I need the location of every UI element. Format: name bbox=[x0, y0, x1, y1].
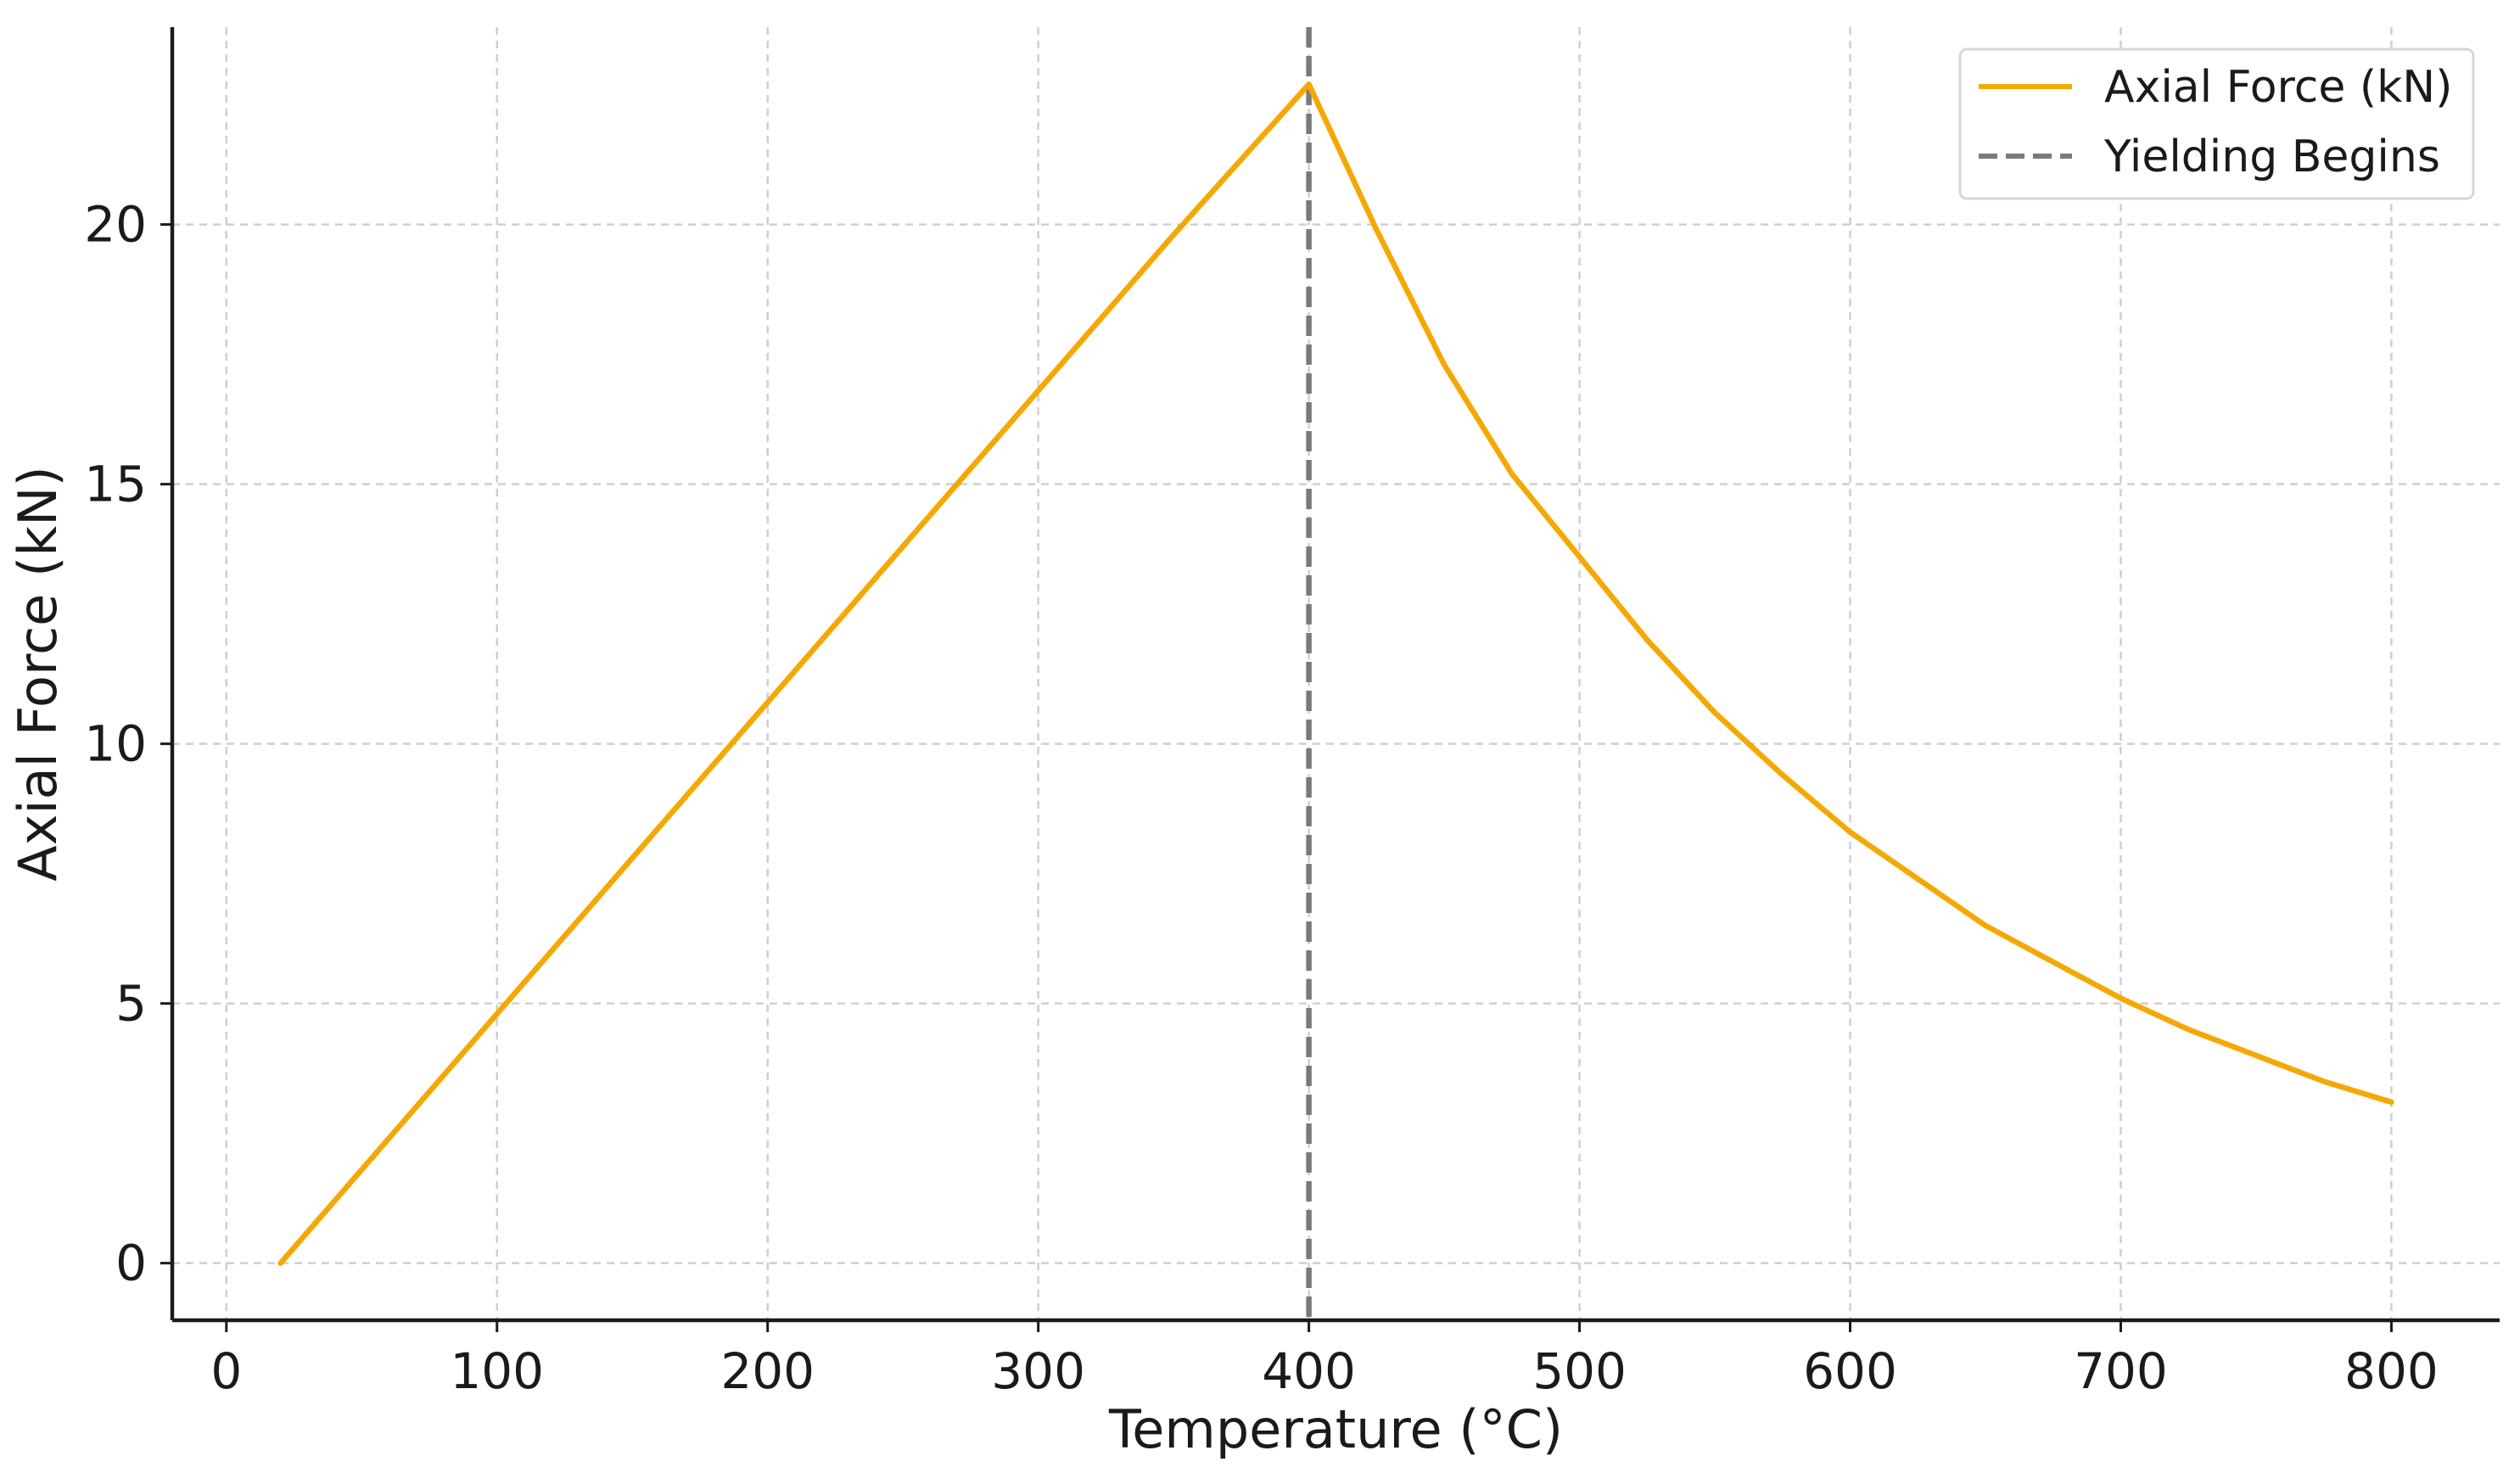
x-tick-label: 100 bbox=[450, 1342, 544, 1400]
y-tick-label: 20 bbox=[84, 196, 147, 254]
y-tick-label: 0 bbox=[115, 1235, 147, 1292]
y-axis-title: Axial Force (kN) bbox=[7, 466, 69, 881]
grid bbox=[172, 27, 2500, 1320]
y-tick-label: 15 bbox=[84, 456, 147, 513]
y-tick-label: 5 bbox=[115, 975, 147, 1033]
y-tick-label: 10 bbox=[84, 715, 147, 773]
axial-force-line bbox=[277, 81, 2394, 1266]
legend-label-yielding-begins: Yielding Begins bbox=[2103, 132, 2440, 182]
x-tick-label: 700 bbox=[2074, 1342, 2168, 1400]
x-tick-label: 400 bbox=[1262, 1342, 1356, 1400]
x-axis-title: Temperature (°C) bbox=[1108, 1398, 1563, 1460]
axes bbox=[170, 27, 2500, 1323]
x-tick-label: 500 bbox=[1532, 1342, 1627, 1400]
x-tick-label: 600 bbox=[1803, 1342, 1897, 1400]
x-ticks: 0 100 200 300 400 500 600 700 800 bbox=[210, 1320, 2439, 1400]
x-tick-label: 200 bbox=[720, 1342, 815, 1400]
x-tick-label: 300 bbox=[991, 1342, 1085, 1400]
legend-box bbox=[1958, 48, 2475, 200]
legend: Axial Force (kN) Yielding Begins bbox=[1958, 48, 2475, 200]
series-layer bbox=[277, 81, 2394, 1266]
x-tick-label: 800 bbox=[2344, 1342, 2439, 1400]
x-tick-label: 0 bbox=[210, 1342, 242, 1400]
legend-label-axial-force: Axial Force (kN) bbox=[2104, 62, 2452, 113]
y-ticks: 0 5 10 15 20 bbox=[84, 196, 172, 1292]
